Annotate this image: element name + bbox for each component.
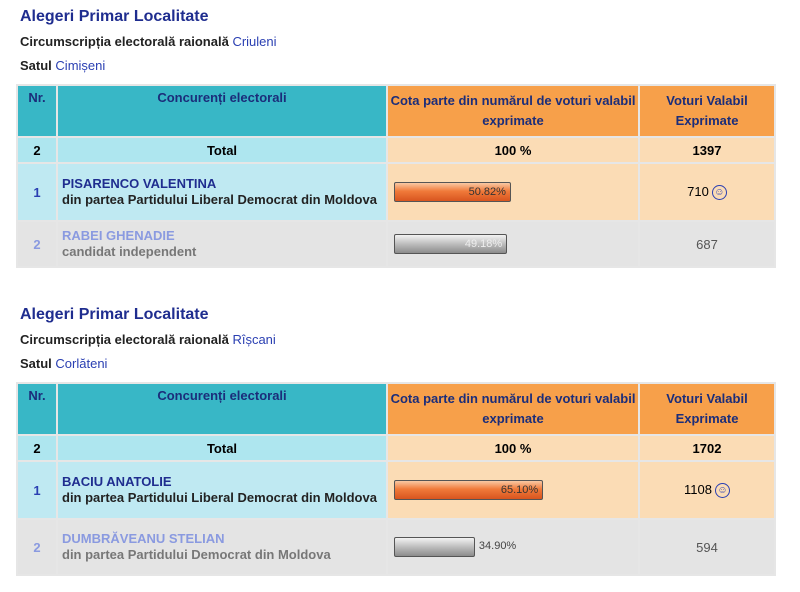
block-title: Alegeri Primar Localitate <box>20 306 209 323</box>
candidate-cell: RABEI GHENADIE candidat independent <box>58 222 386 266</box>
total-pct: 100 % <box>388 138 638 162</box>
total-nr: 2 <box>18 138 56 162</box>
header-votes: Voturi Valabil Exprimate <box>640 384 774 434</box>
total-nr: 2 <box>18 436 56 460</box>
table-row: 1 BACIU ANATOLIE din partea Partidului L… <box>18 462 774 518</box>
candidate-party: din partea Partidului Liberal Democrat d… <box>62 192 377 207</box>
total-votes: 1397 <box>640 138 774 162</box>
district-label: Circumscripția electorală raională <box>20 332 229 347</box>
share-bar-label: 34.90% <box>478 540 517 552</box>
candidate-cell: DUMBRĂVEANU STELIAN din partea Partidulu… <box>58 520 386 574</box>
village-label: Satul <box>20 58 52 73</box>
district-line: Circumscripția electorală raională Criul… <box>20 34 277 49</box>
results-table: Nr. Concurenți electorali Cota parte din… <box>16 382 776 576</box>
block-title: Alegeri Primar Localitate <box>20 8 209 25</box>
header-share: Cota parte din numărul de voturi valabil… <box>388 384 638 434</box>
share-bar-cell: 49.18% <box>388 222 638 266</box>
candidate-party: din partea Partidului Liberal Democrat d… <box>62 490 377 505</box>
candidate-name[interactable]: DUMBRĂVEANU STELIAN <box>62 531 225 546</box>
candidate-nr: 1 <box>18 164 56 220</box>
candidate-nr: 2 <box>18 520 56 574</box>
candidate-votes: 687 <box>640 222 774 266</box>
candidate-cell: PISARENCO VALENTINA din partea Partidulu… <box>58 164 386 220</box>
district-line: Circumscripția electorală raională Rîșca… <box>20 332 276 347</box>
candidate-name[interactable]: BACIU ANATOLIE <box>62 474 172 489</box>
candidate-name[interactable]: PISARENCO VALENTINA <box>62 176 217 191</box>
candidate-votes: 594 <box>640 520 774 574</box>
smiley-icon: ☺ <box>714 483 730 499</box>
share-bar: 50.82% <box>394 182 511 202</box>
share-bar-cell: 34.90% <box>388 520 638 574</box>
header-share: Cota parte din numărul de voturi valabil… <box>388 86 638 136</box>
header-votes: Voturi Valabil Exprimate <box>640 86 774 136</box>
table-row: 2 RABEI GHENADIE candidat independent 49… <box>18 222 774 266</box>
village-link[interactable]: Corlăteni <box>55 356 108 371</box>
header-nr: Nr. <box>18 86 56 136</box>
share-bar: 49.18% <box>394 234 508 254</box>
candidate-name[interactable]: RABEI GHENADIE <box>62 228 175 243</box>
village-link[interactable]: Cimișeni <box>55 58 106 73</box>
share-bar-cell: 65.10% <box>388 462 638 518</box>
header-nr: Nr. <box>18 384 56 434</box>
district-link[interactable]: Criuleni <box>232 34 277 49</box>
header-competitors: Concurenți electorali <box>58 86 386 136</box>
share-bar-label: 50.82% <box>468 186 506 198</box>
total-pct: 100 % <box>388 436 638 460</box>
election-block-1: Alegeri Primar Localitate Circumscripția… <box>16 6 776 276</box>
candidate-votes: 1108 <box>684 481 712 497</box>
district-link[interactable]: Rîșcani <box>232 332 276 347</box>
smiley-icon: ☺ <box>711 185 727 201</box>
candidate-party: din partea Partidului Democrat din Moldo… <box>62 547 331 562</box>
village-line: Satul Cimișeni <box>20 58 105 73</box>
table-row: 2 DUMBRĂVEANU STELIAN din partea Partidu… <box>18 520 774 574</box>
total-label: Total <box>58 138 386 162</box>
candidate-nr: 2 <box>18 222 56 266</box>
header-competitors: Concurenți electorali <box>58 384 386 434</box>
election-block-2: Alegeri Primar Localitate Circumscripția… <box>16 304 776 584</box>
share-bar-cell: 50.82% <box>388 164 638 220</box>
total-label: Total <box>58 436 386 460</box>
village-line: Satul Corlăteni <box>20 356 107 371</box>
share-bar-label: 65.10% <box>500 484 539 496</box>
candidate-votes-cell: 1108 ☺ <box>640 462 774 518</box>
total-votes: 1702 <box>640 436 774 460</box>
candidate-party: candidat independent <box>62 244 197 259</box>
district-label: Circumscripția electorală raională <box>20 34 229 49</box>
village-label: Satul <box>20 356 52 371</box>
share-bar <box>394 537 475 557</box>
share-bar: 65.10% <box>394 480 544 500</box>
table-row: 1 PISARENCO VALENTINA din partea Partidu… <box>18 164 774 220</box>
candidate-nr: 1 <box>18 462 56 518</box>
share-bar-label: 49.18% <box>464 238 503 250</box>
candidate-votes-cell: 710 ☺ <box>640 164 774 220</box>
results-table: Nr. Concurenți electorali Cota parte din… <box>16 84 776 268</box>
candidate-votes: 710 <box>687 183 709 199</box>
candidate-cell: BACIU ANATOLIE din partea Partidului Lib… <box>58 462 386 518</box>
